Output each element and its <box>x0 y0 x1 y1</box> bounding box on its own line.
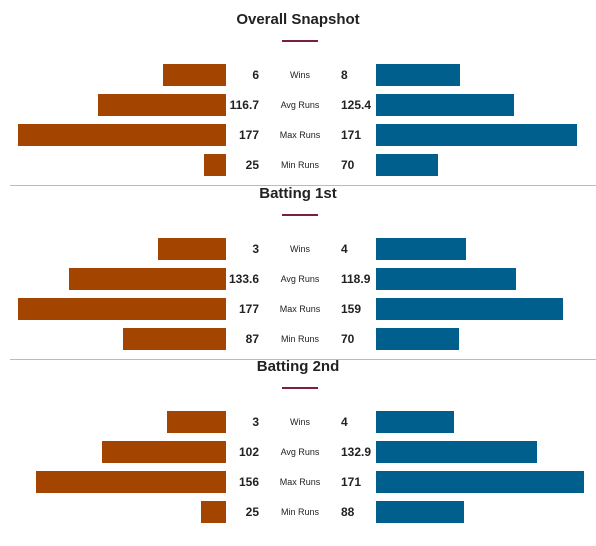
bar-right <box>376 154 438 176</box>
value-left: 87 <box>245 332 259 346</box>
section-title-underline <box>282 387 318 389</box>
chart-row: 133.6 Avg Runs 118.9 <box>0 268 596 292</box>
chart-row: 177 Max Runs 159 <box>0 298 596 322</box>
metric-label: Max Runs <box>279 304 321 314</box>
bar-right <box>376 411 454 433</box>
metric-label: Avg Runs <box>280 274 320 284</box>
bar-right <box>376 124 577 146</box>
value-left: 177 <box>238 128 259 142</box>
bar-left <box>167 411 226 433</box>
bar-left <box>69 268 226 290</box>
value-right: 159 <box>341 302 362 316</box>
value-left: 177 <box>238 302 259 316</box>
metric-label: Min Runs <box>280 334 319 344</box>
chart-row: 87 Min Runs 70 <box>0 328 596 352</box>
bar-right <box>376 328 459 350</box>
metric-label: Max Runs <box>279 477 321 487</box>
chart-row: 25 Min Runs 88 <box>0 501 596 525</box>
value-right: 70 <box>341 158 355 172</box>
value-left: 102 <box>238 445 259 459</box>
bar-left <box>102 441 226 463</box>
bar-right <box>376 298 563 320</box>
bar-left <box>18 124 226 146</box>
metric-label: Max Runs <box>279 130 321 140</box>
bar-left <box>204 154 226 176</box>
bar-left <box>98 94 226 116</box>
bar-right <box>376 471 584 493</box>
chart-row: 116.7 Avg Runs 125.4 <box>0 94 596 118</box>
value-left: 3 <box>252 242 259 256</box>
section-divider <box>10 185 596 186</box>
metric-label: Avg Runs <box>280 100 320 110</box>
bar-right <box>376 268 516 290</box>
section-title-underline <box>282 214 318 216</box>
metric-label: Wins <box>290 417 310 427</box>
bar-left <box>201 501 226 523</box>
bar-left <box>18 298 226 320</box>
value-right: 125.4 <box>341 98 372 112</box>
value-left: 156 <box>238 475 259 489</box>
section-title-underline <box>282 40 318 42</box>
metric-label: Min Runs <box>280 507 319 517</box>
metric-label: Min Runs <box>280 160 319 170</box>
chart-row: 177 Max Runs 171 <box>0 124 596 148</box>
value-left: 6 <box>252 68 259 82</box>
value-right: 132.9 <box>341 445 372 459</box>
value-left: 25 <box>245 505 259 519</box>
chart-row: 6 Wins 8 <box>0 64 596 88</box>
bar-left <box>163 64 226 86</box>
bar-right <box>376 501 464 523</box>
value-right: 8 <box>341 68 348 82</box>
value-right: 88 <box>341 505 355 519</box>
value-right: 118.9 <box>341 272 371 286</box>
section-1: Batting 1st 3 Wins 4 133.6 Avg Runs 118.9 177 Ma… <box>0 174 596 350</box>
section-divider <box>10 359 596 360</box>
value-right: 171 <box>341 128 362 142</box>
value-right: 171 <box>341 475 362 489</box>
value-right: 70 <box>341 332 355 346</box>
bar-left <box>158 238 226 260</box>
bar-right <box>376 441 537 463</box>
value-left: 3 <box>252 415 259 429</box>
value-left: 25 <box>245 158 259 172</box>
bar-right <box>376 238 466 260</box>
chart-row: 3 Wins 4 <box>0 411 596 435</box>
chart-row: 102 Avg Runs 132.9 <box>0 441 596 465</box>
section-title: Batting 1st <box>259 185 337 202</box>
value-right: 4 <box>341 415 348 429</box>
bar-left <box>36 471 226 493</box>
metric-label: Avg Runs <box>280 447 320 457</box>
chart-row: 25 Min Runs 70 <box>0 154 596 178</box>
section-0: Overall Snapshot 6 Wins 8 116.7 Avg Runs 125.4… <box>0 0 596 176</box>
value-left: 116.7 <box>229 98 259 112</box>
section-title: Overall Snapshot <box>236 11 360 28</box>
section-2: Batting 2nd 3 Wins 4 102 Avg Runs 132.9 156 Max … <box>0 347 596 523</box>
bar-right <box>376 94 514 116</box>
bar-right <box>376 64 460 86</box>
value-left: 133.6 <box>228 272 259 286</box>
bar-left <box>123 328 226 350</box>
metric-label: Wins <box>290 70 310 80</box>
value-right: 4 <box>341 242 348 256</box>
chart-row: 156 Max Runs 171 <box>0 471 596 495</box>
metric-label: Wins <box>290 244 310 254</box>
section-title: Batting 2nd <box>256 358 340 375</box>
chart-row: 3 Wins 4 <box>0 238 596 262</box>
